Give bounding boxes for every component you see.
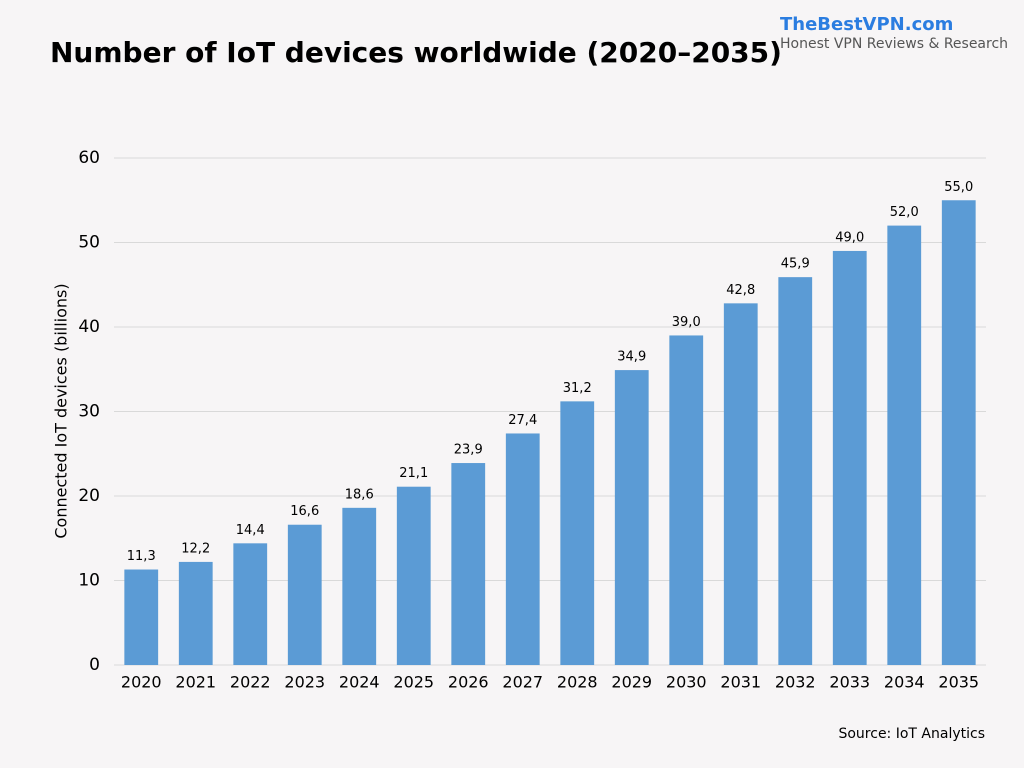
y-tick-label: 30 [78, 402, 100, 422]
bar [505, 433, 540, 665]
value-label: 18,6 [345, 487, 374, 502]
y-tick-label: 60 [78, 148, 100, 168]
x-tick-label: 2033 [829, 673, 870, 692]
value-label: 11,3 [127, 549, 156, 564]
y-tick-label: 10 [78, 571, 100, 591]
value-label: 55,0 [944, 180, 973, 195]
value-label: 45,9 [781, 257, 810, 272]
x-tick-label: 2027 [502, 673, 543, 692]
bar [560, 401, 595, 665]
value-label: 42,8 [726, 283, 755, 298]
y-tick-label: 20 [78, 486, 100, 506]
bar [396, 486, 431, 665]
value-label: 31,2 [563, 381, 592, 396]
x-tick-label: 2030 [666, 673, 707, 692]
bar [451, 463, 486, 665]
value-label: 23,9 [454, 443, 483, 458]
x-tick-label: 2023 [284, 673, 325, 692]
value-label: 27,4 [508, 413, 537, 428]
bar [233, 543, 268, 665]
bar [887, 225, 922, 665]
x-tick-label: 2034 [884, 673, 925, 692]
value-label: 14,4 [236, 523, 265, 538]
bar [778, 277, 813, 665]
brand-tagline: Honest VPN Reviews & Research [780, 36, 1008, 52]
x-tick-label: 2024 [339, 673, 380, 692]
source: Source: IoT Analytics [838, 726, 985, 742]
bar [941, 200, 976, 665]
bar [669, 335, 704, 665]
value-label: 16,6 [290, 504, 319, 519]
value-label: 49,0 [835, 230, 864, 245]
value-label: 12,2 [181, 541, 210, 556]
x-tick-label: 2025 [393, 673, 434, 692]
y-tick-label: 40 [78, 317, 100, 337]
x-tick-label: 2031 [720, 673, 761, 692]
bar [723, 303, 758, 665]
x-tick-label: 2029 [611, 673, 652, 692]
bar [178, 561, 213, 665]
x-tick-label: 2026 [448, 673, 489, 692]
y-tick-label: 0 [89, 655, 100, 675]
x-tick-label: 2022 [230, 673, 271, 692]
bar [287, 524, 322, 665]
chart-title: Number of IoT devices worldwide (2020–20… [50, 36, 782, 69]
bar [124, 569, 159, 665]
x-tick-label: 2021 [175, 673, 216, 692]
value-label: 52,0 [890, 205, 919, 220]
x-tick-label: 2032 [775, 673, 816, 692]
bar [614, 370, 649, 665]
y-axis-label: Connected IoT devices (billions) [52, 283, 71, 538]
bar [832, 250, 867, 665]
brand: TheBestVPN.com [780, 14, 953, 35]
value-label: 39,0 [672, 315, 701, 330]
y-tick-label: 50 [78, 233, 100, 253]
bar [342, 507, 377, 665]
value-label: 34,9 [617, 350, 646, 365]
x-tick-label: 2020 [121, 673, 162, 692]
value-label: 21,1 [399, 466, 428, 481]
x-tick-label: 2028 [557, 673, 598, 692]
x-tick-label: 2035 [938, 673, 979, 692]
